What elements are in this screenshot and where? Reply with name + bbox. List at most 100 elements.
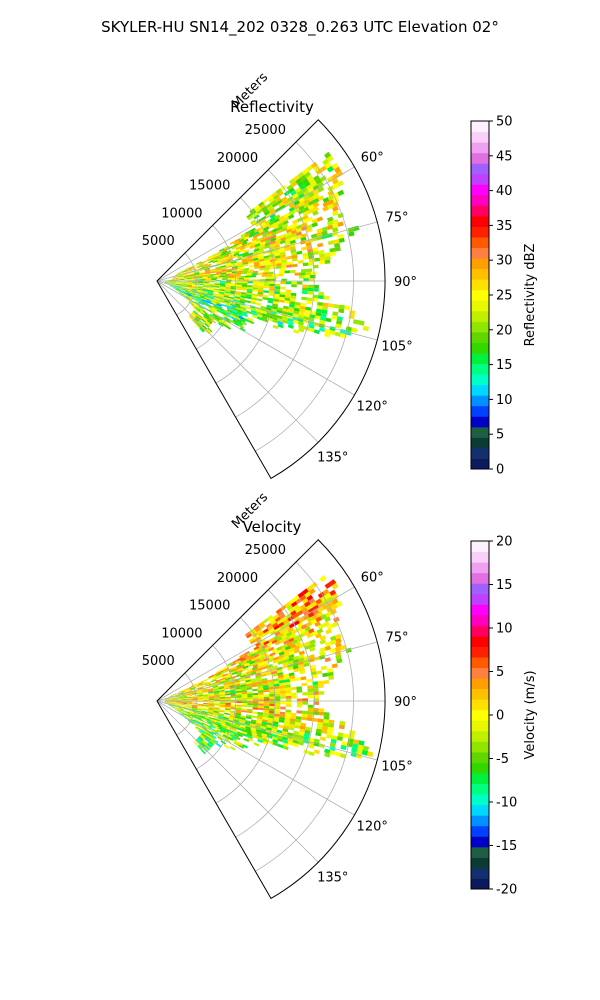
field-cell	[208, 694, 215, 696]
field-cell	[312, 264, 319, 269]
field-cell	[196, 717, 203, 720]
field-cell	[248, 320, 255, 325]
field-cell	[263, 708, 270, 711]
colorbar-swatch	[471, 363, 489, 375]
field-cell	[258, 246, 265, 251]
field-cell	[259, 265, 266, 269]
field-cell	[315, 731, 322, 737]
field-cell	[332, 311, 339, 317]
field-cell	[238, 238, 245, 243]
field-cell	[322, 599, 329, 606]
field-cell	[272, 659, 279, 664]
field-cell	[326, 623, 334, 630]
field-cell	[326, 596, 334, 603]
field-cell	[193, 272, 200, 275]
field-cell	[180, 690, 186, 693]
field-cell	[183, 712, 189, 715]
colorbar-tick-label: 5	[496, 428, 504, 443]
field-cell	[224, 690, 231, 693]
field-cell	[215, 669, 222, 674]
field-cell	[216, 305, 223, 309]
colorbar-tick-label: -10	[496, 796, 517, 811]
field-cell	[311, 630, 319, 636]
field-cell	[188, 714, 194, 718]
field-cell	[206, 277, 213, 280]
field-cell	[282, 728, 289, 733]
field-cell	[170, 699, 176, 700]
field-cell	[235, 687, 241, 690]
field-cell	[223, 322, 230, 327]
field-cell	[250, 652, 256, 658]
field-cell	[367, 751, 374, 758]
field-cell	[241, 241, 248, 246]
field-cell	[218, 685, 224, 689]
field-cell	[203, 728, 209, 733]
field-cell	[202, 691, 209, 694]
field-cell	[221, 731, 227, 736]
field-cell	[170, 697, 176, 699]
field-cell	[317, 242, 324, 248]
field-cell	[299, 604, 306, 611]
field-cell	[225, 285, 231, 288]
field-cell	[338, 304, 345, 310]
field-cell	[211, 723, 218, 727]
field-cell	[306, 227, 313, 233]
field-cell	[323, 712, 330, 717]
field-cell	[330, 603, 338, 610]
field-cell	[212, 686, 219, 690]
field-cell	[268, 197, 275, 203]
field-cell	[180, 706, 187, 708]
field-cell	[247, 285, 253, 288]
field-cell	[297, 217, 304, 223]
field-cell	[191, 714, 197, 718]
field-cell	[301, 607, 308, 614]
field-cell	[234, 736, 241, 741]
field-cell	[224, 679, 230, 683]
field-cell	[219, 701, 226, 703]
field-cell	[247, 258, 254, 262]
field-cell	[291, 629, 298, 635]
field-cell	[260, 647, 266, 653]
field-cell	[279, 682, 285, 686]
field-cell	[196, 300, 203, 304]
field-cell	[302, 588, 309, 595]
field-cell	[330, 738, 337, 744]
field-cell	[164, 702, 171, 703]
field-cell	[260, 310, 267, 315]
field-cell	[203, 704, 209, 706]
field-cell	[168, 280, 174, 281]
field-cell	[207, 290, 214, 294]
field-cell	[285, 690, 292, 694]
field-cell	[280, 286, 286, 290]
colorbar-tick-label: 20	[496, 323, 513, 338]
field-cell	[298, 653, 305, 659]
field-cell	[289, 239, 296, 245]
field-cell	[164, 281, 171, 282]
field-cell	[290, 251, 297, 256]
field-cell	[170, 699, 176, 701]
field-cell	[170, 702, 176, 703]
field-cell	[184, 271, 190, 274]
field-cell	[232, 255, 239, 259]
field-cell	[237, 313, 243, 318]
field-cell	[208, 706, 215, 709]
field-cell	[291, 695, 297, 699]
field-cell	[214, 697, 220, 699]
field-cell	[264, 219, 271, 225]
field-cell	[219, 720, 226, 724]
field-cell	[230, 289, 236, 292]
field-cell	[181, 699, 187, 701]
field-cell	[303, 316, 310, 321]
colorbar-swatch	[471, 836, 489, 848]
field-cell	[262, 685, 269, 688]
field-cell	[187, 289, 193, 292]
field-cell	[237, 733, 243, 738]
colorbar-tick-label: 35	[496, 219, 513, 234]
velocity-colorbar-label: Velocity (m/s)	[523, 670, 538, 759]
field-cell	[274, 696, 281, 699]
field-cell	[234, 680, 240, 684]
field-cell	[229, 240, 236, 245]
field-cell	[175, 703, 182, 706]
field-cell	[255, 240, 262, 245]
field-cell	[189, 720, 195, 724]
